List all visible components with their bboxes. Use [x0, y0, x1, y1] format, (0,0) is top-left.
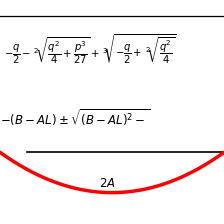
- Text: $-(B-AL)\pm\sqrt{(B-AL)^2-}$: $-(B-AL)\pm\sqrt{(B-AL)^2-}$: [0, 108, 150, 129]
- Text: $2A$: $2A$: [99, 177, 116, 190]
- Text: $-\dfrac{q}{2}-\,^{2}\!\!\sqrt{\dfrac{q^2}{4}+\dfrac{p^3}{27}}+\,^{3}\!\!\sqrt{-: $-\dfrac{q}{2}-\,^{2}\!\!\sqrt{\dfrac{q^…: [4, 32, 177, 66]
